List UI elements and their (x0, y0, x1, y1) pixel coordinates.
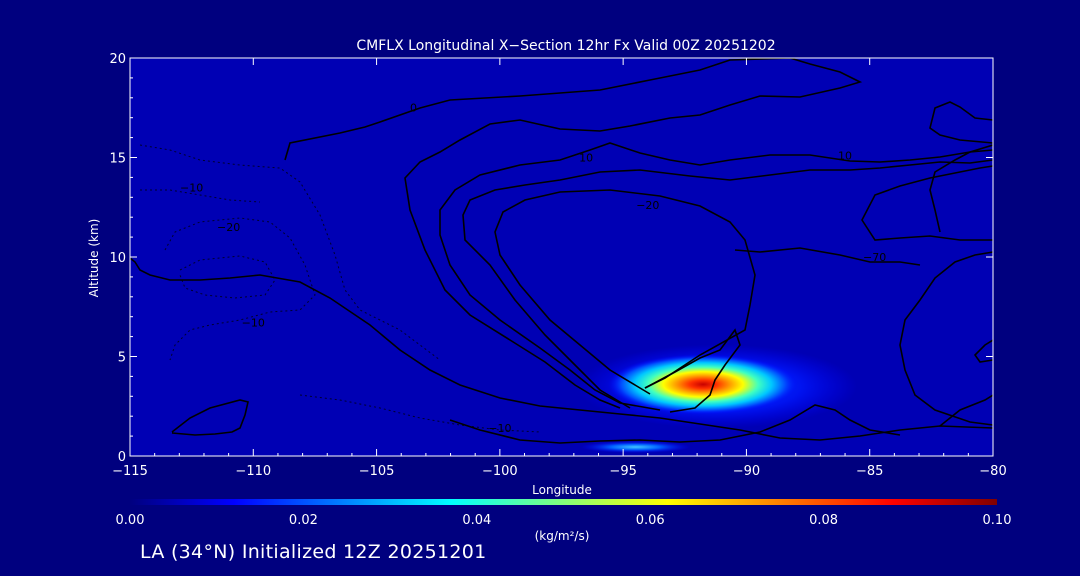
contour-20 (462, 159, 993, 409)
contour-10b (439, 142, 993, 411)
contour-label: −20 (217, 221, 240, 234)
contour-east (899, 251, 993, 426)
contour-east2 (861, 165, 993, 241)
contour-label: −10 (488, 422, 511, 435)
x-axis-label: Longitude (532, 483, 592, 497)
contour-labels: 0 10 10 −20 −10 −20 −70 −10 −10 (180, 102, 886, 435)
x-tick-label: −85 (856, 464, 883, 479)
contour-max-ring (644, 328, 741, 413)
x-tick-label: −110 (235, 464, 271, 479)
contour-label: −20 (636, 199, 659, 212)
contour-label: 0 (410, 102, 417, 115)
y-tick-label: 10 (109, 251, 126, 266)
y-axis: 0 5 10 15 20 (109, 52, 993, 465)
y-tick-label: 20 (109, 52, 126, 67)
contour-low-west (171, 399, 249, 436)
init-caption: LA (34°N) Initialized 12Z 20251201 (140, 541, 487, 563)
contour-70 (734, 247, 921, 266)
x-axis: −115 −110 −105 −100 −95 −90 −85 −80 (112, 58, 1007, 479)
contour-label: −70 (863, 251, 886, 264)
colorbar-tick-label: 0.10 (983, 513, 1012, 528)
y-tick-label: 15 (109, 152, 126, 167)
dashed-contours (139, 144, 541, 433)
x-tick-label: −115 (112, 464, 148, 479)
y-axis-label: Altitude (km) (87, 219, 101, 298)
contour-30 (494, 189, 756, 395)
contour-low-center (449, 404, 901, 444)
x-tick-label: −95 (609, 464, 636, 479)
colorbar-tick-label: 0.00 (116, 513, 145, 528)
contour-10 (929, 101, 993, 144)
contour-label: 10 (838, 149, 852, 162)
colorbar-tick-label: 0.06 (636, 513, 665, 528)
y-tick-label: 0 (118, 450, 126, 465)
contour-lines (130, 58, 993, 444)
colorbar-tick-label: 0.04 (462, 513, 491, 528)
contour-label: −10 (180, 181, 203, 194)
colorbar-label: (kg/m²/s) (535, 529, 590, 543)
colorbar (130, 499, 997, 505)
x-tick-label: −105 (359, 464, 395, 479)
contour-east3 (929, 149, 993, 233)
colorbar-tick-label: 0.02 (289, 513, 318, 528)
contour-far-east (973, 339, 993, 363)
flux-maximum-0 (608, 354, 799, 415)
contour-outer (130, 257, 993, 441)
contour-east-low (939, 394, 993, 427)
x-tick-label: −80 (979, 464, 1006, 479)
contour-label: 10 (579, 151, 593, 164)
colorbar-ticks: 0.00 0.02 0.04 0.06 0.08 0.10 (116, 513, 1012, 528)
y-tick-label: 5 (118, 351, 126, 366)
chart-title: CMFLX Longitudinal X−Section 12hr Fx Val… (356, 38, 775, 54)
contour-label: −10 (242, 317, 265, 330)
contour-0 (284, 58, 863, 409)
x-tick-label: −90 (733, 464, 760, 479)
x-tick-label: −100 (482, 464, 518, 479)
colorbar-tick-label: 0.08 (809, 513, 838, 528)
flux-surface-1 (580, 441, 691, 454)
